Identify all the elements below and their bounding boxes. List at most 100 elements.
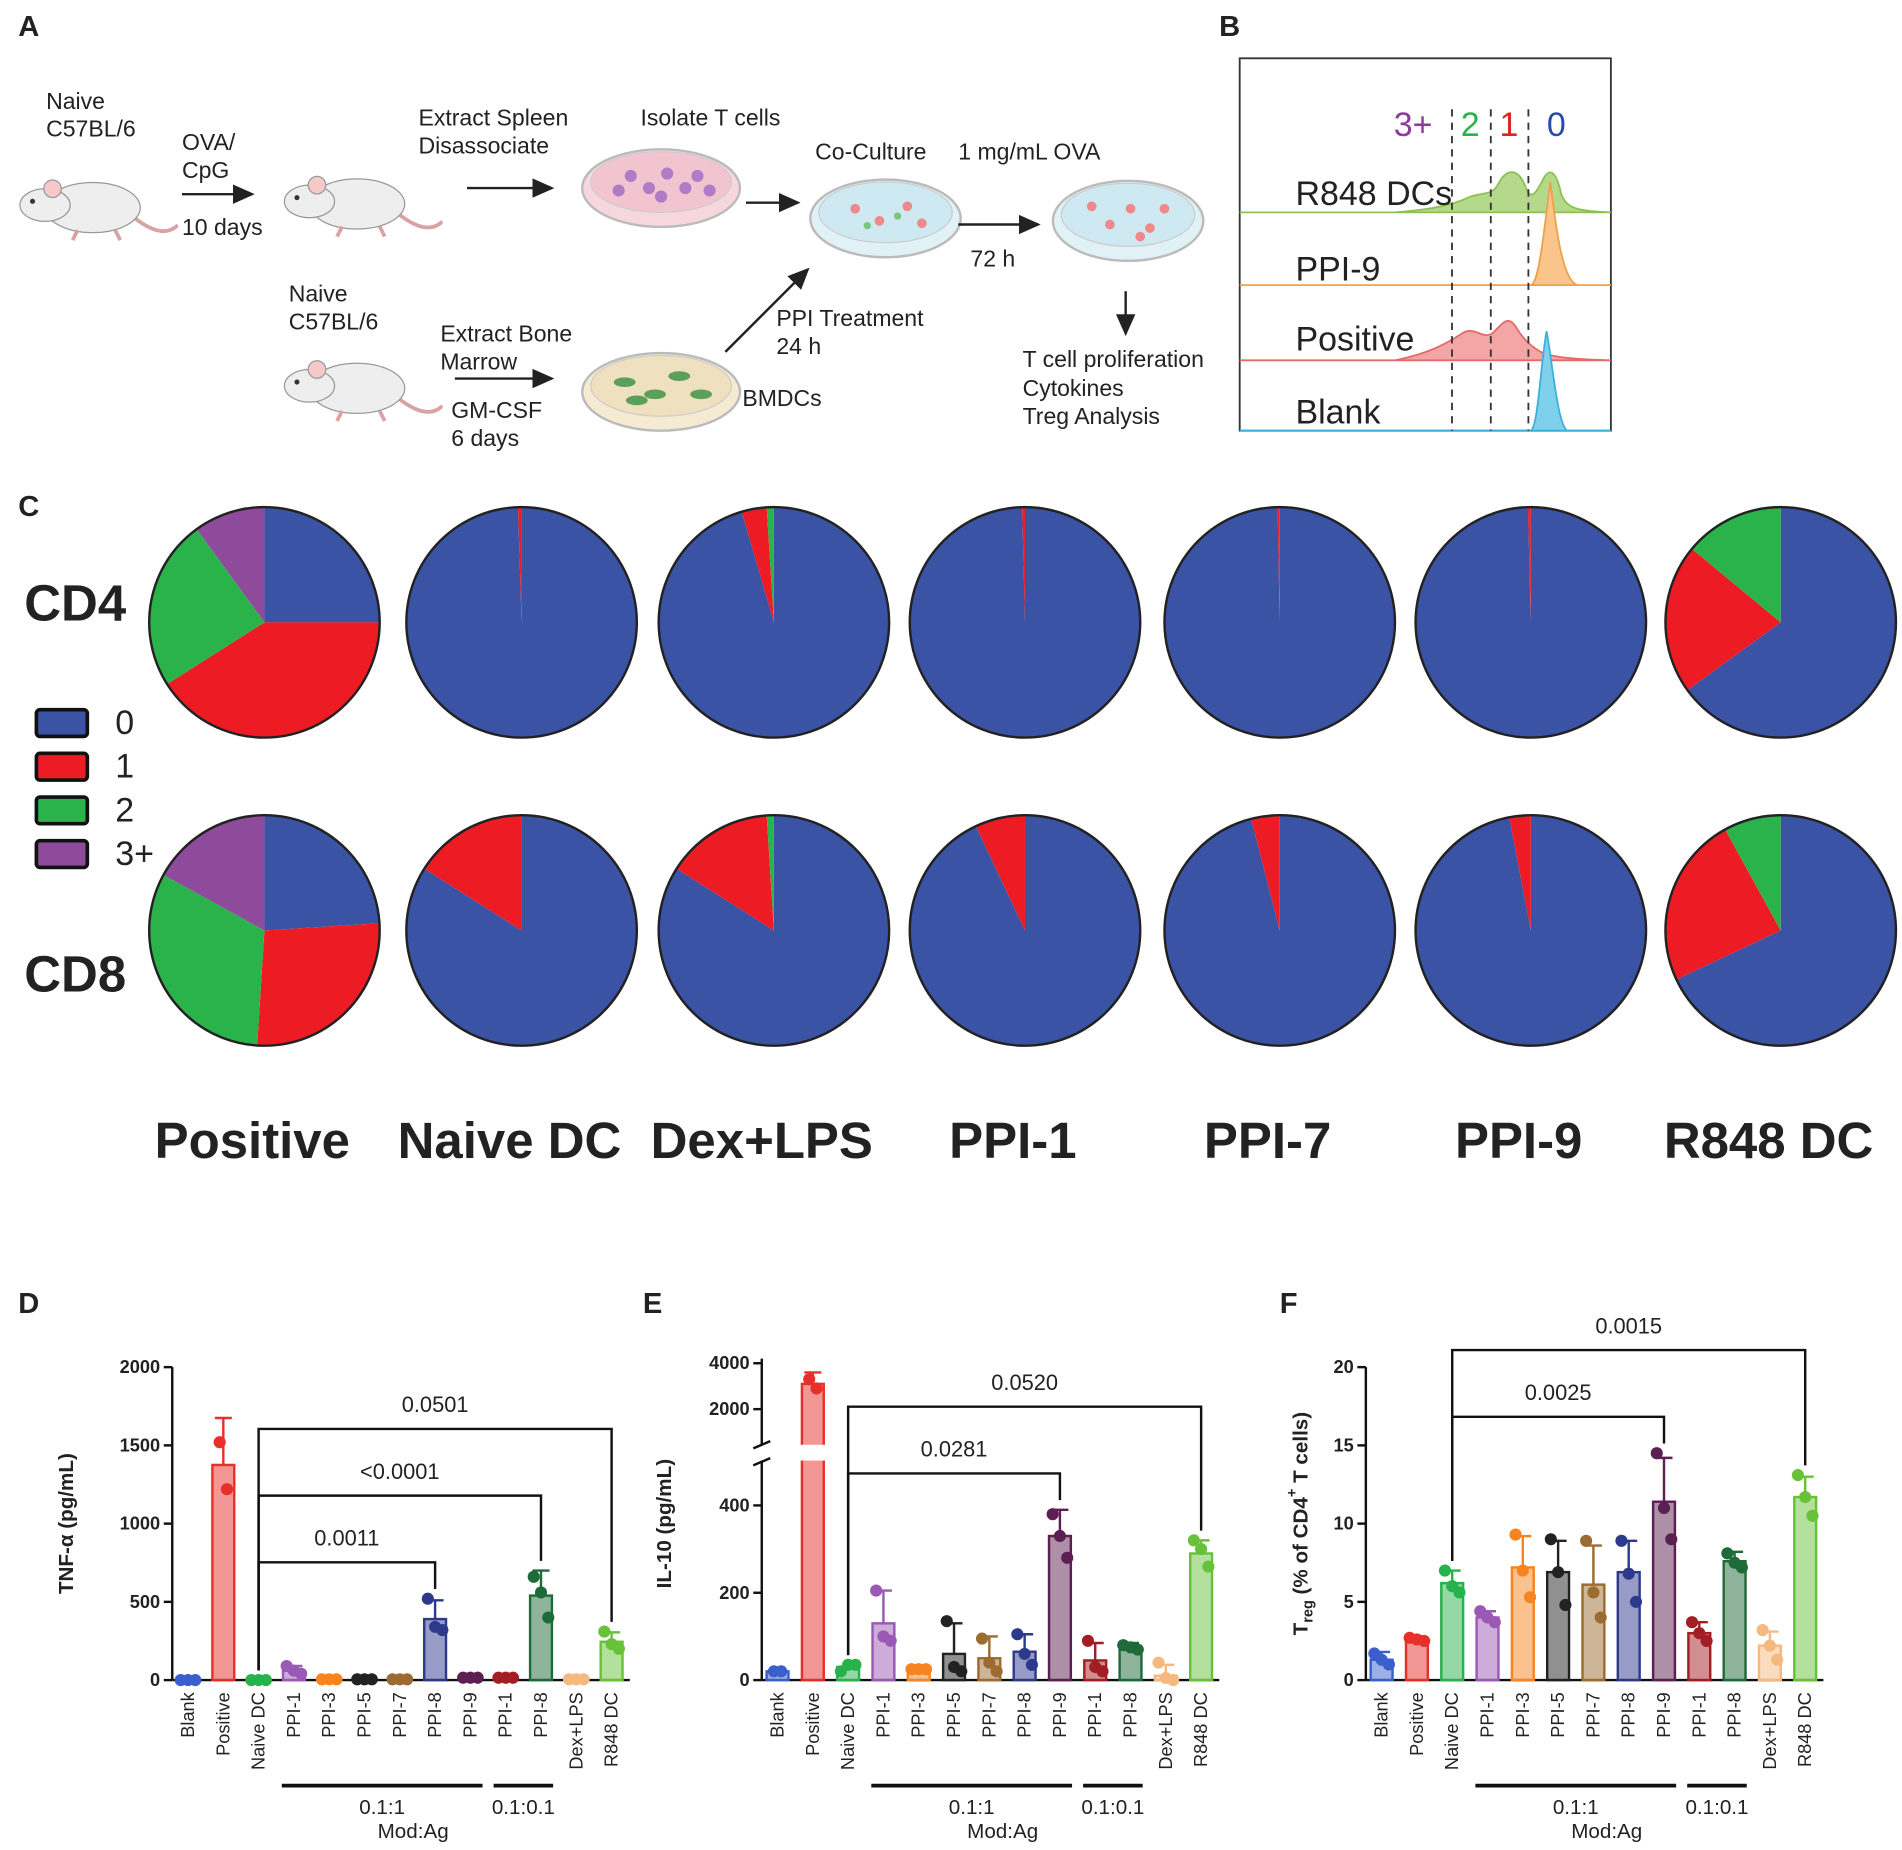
bar <box>1616 1570 1641 1682</box>
x-tick-label: PPI-8 <box>1121 1692 1141 1738</box>
legend-label: 0 <box>115 704 134 742</box>
pie-outline <box>147 505 381 739</box>
error-bar <box>1514 1534 1532 1568</box>
x-tick-label: Positive <box>1407 1692 1427 1756</box>
x-tick-label: Blank <box>178 1691 198 1737</box>
significance-bracket <box>257 1427 613 1671</box>
x-tick-label: PPI-8 <box>531 1692 551 1738</box>
dish <box>809 178 962 259</box>
mouse-icon <box>282 358 443 423</box>
data-point <box>1700 1634 1713 1648</box>
column-label: PPI-1 <box>949 1112 1076 1169</box>
x-axis-label: Mod:Ag <box>1571 1820 1642 1843</box>
data-point <box>1152 1656 1165 1669</box>
x-tick-label: R848 DC <box>602 1692 622 1767</box>
data-point <box>1195 1543 1208 1556</box>
data-point <box>1018 1647 1031 1660</box>
x-tick-label: Dex+LPS <box>1760 1692 1780 1769</box>
pie-slice <box>741 507 774 623</box>
pie-slice <box>406 815 637 1046</box>
data-point <box>1799 1490 1812 1504</box>
mouse-icon <box>282 174 443 239</box>
data-point <box>1438 1564 1452 1577</box>
data-point <box>1629 1595 1643 1608</box>
x-tick-label: PPI-1 <box>873 1692 893 1738</box>
label: 72 h <box>970 245 1015 271</box>
x-tick-label: PPI-3 <box>909 1692 929 1738</box>
data-point <box>421 1592 434 1605</box>
division-label: 1 <box>1500 106 1519 144</box>
pie-slice <box>1509 815 1531 931</box>
y-axis-label-part: T cells) <box>1289 1412 1312 1489</box>
data-point <box>1721 1547 1734 1560</box>
pie-slice <box>1676 815 1896 1046</box>
p-value-label: <0.0001 <box>360 1459 440 1484</box>
error-bar <box>1655 1456 1673 1502</box>
data-point <box>295 1667 308 1680</box>
column-label: Dex+LPS <box>651 1112 873 1169</box>
bar <box>1651 1500 1677 1682</box>
data-point <box>1544 1533 1557 1546</box>
bar <box>1722 1559 1747 1682</box>
axis-break-mark <box>752 1440 771 1467</box>
x-tick-label: Positive <box>803 1692 823 1756</box>
pie-outline <box>405 814 639 1047</box>
y-tick-label: 200 <box>719 1583 749 1603</box>
label: Treg Analysis <box>1023 403 1160 429</box>
x-tick-label: R848 DC <box>1795 1692 1815 1767</box>
data-point <box>1202 1560 1215 1573</box>
y-tick-label: 0 <box>150 1670 160 1690</box>
data-point <box>884 1634 897 1647</box>
x-tick-label: PPI-1 <box>1478 1692 1498 1738</box>
label: GM-CSF <box>451 397 542 423</box>
x-tick-label: PPI-5 <box>355 1692 375 1738</box>
data-point <box>1587 1586 1600 1599</box>
data-point <box>1053 1529 1066 1543</box>
data-point <box>1580 1534 1593 1547</box>
p-value-label: 0.0025 <box>1525 1380 1592 1405</box>
data-point <box>1096 1665 1109 1678</box>
label: Marrow <box>440 349 517 375</box>
column-label: Positive <box>155 1112 350 1169</box>
histogram-curve <box>1239 171 1611 214</box>
data-point <box>1516 1564 1529 1577</box>
pie-slice <box>167 622 380 738</box>
x-tick-label: Blank <box>1372 1691 1392 1737</box>
pie-outline <box>1163 814 1397 1047</box>
label: Naive <box>46 88 105 114</box>
data-point <box>1685 1616 1699 1629</box>
x-tick-label: Naive DC <box>1442 1692 1462 1770</box>
pie-outline <box>657 814 891 1047</box>
panel-label: D <box>18 1288 39 1320</box>
pie-slice <box>406 507 637 738</box>
row-label: Positive <box>1295 321 1414 359</box>
data-point <box>542 1611 555 1624</box>
label: Extract Spleen <box>418 105 568 131</box>
data-point <box>1418 1634 1431 1648</box>
division-label: 3+ <box>1394 106 1433 144</box>
legend-swatch <box>34 795 90 826</box>
label: 24 h <box>776 333 821 359</box>
label: Disassociate <box>418 133 549 159</box>
data-point <box>919 1663 933 1676</box>
y-axis-label: Treg (% of CD4+ T cells) <box>1284 1412 1316 1636</box>
y-axis-label-part: reg <box>1300 1600 1316 1623</box>
histogram-curve <box>1239 181 1611 287</box>
diagram: Naive C57BL/6 OVA/ CpG 10 days Extract S… <box>18 88 1205 451</box>
label: BMDCs <box>742 385 821 411</box>
bar <box>528 1594 554 1682</box>
data-point <box>1061 1551 1074 1564</box>
data-point <box>1693 1627 1706 1640</box>
pie-slice <box>766 815 774 931</box>
pie-slice <box>1022 507 1025 623</box>
x-tick-label: PPI-3 <box>1513 1692 1533 1738</box>
y-tick-label: 15 <box>1333 1435 1353 1455</box>
error-bar <box>1584 1544 1602 1585</box>
data-point <box>189 1674 202 1687</box>
pie-outline <box>405 505 639 739</box>
x-tick-label: PPI-8 <box>1619 1692 1639 1738</box>
label: Naive <box>289 281 348 307</box>
pie-slice <box>909 815 1141 1046</box>
data-point <box>1552 1566 1565 1579</box>
